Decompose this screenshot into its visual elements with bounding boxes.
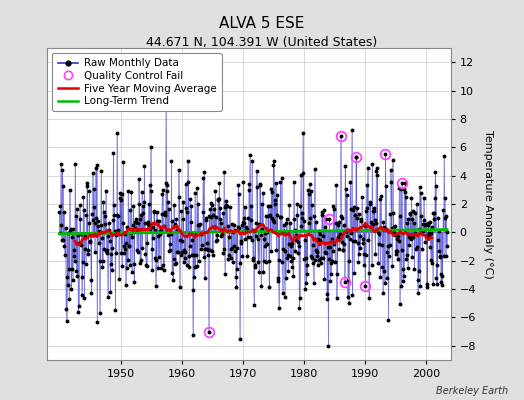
Text: ALVA 5 ESE: ALVA 5 ESE — [220, 16, 304, 31]
Y-axis label: Temperature Anomaly (°C): Temperature Anomaly (°C) — [483, 130, 493, 278]
Text: 44.671 N, 104.391 W (United States): 44.671 N, 104.391 W (United States) — [146, 36, 378, 49]
Text: Berkeley Earth: Berkeley Earth — [436, 386, 508, 396]
Legend: Raw Monthly Data, Quality Control Fail, Five Year Moving Average, Long-Term Tren: Raw Monthly Data, Quality Control Fail, … — [52, 53, 222, 112]
